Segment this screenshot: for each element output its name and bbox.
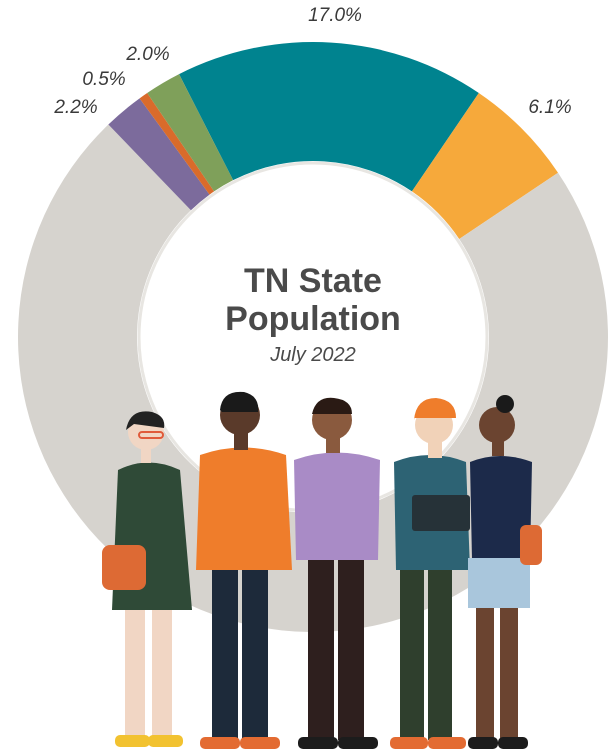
person bbox=[390, 398, 470, 749]
donut-segment bbox=[108, 98, 210, 211]
value-label: 6.1% bbox=[528, 97, 571, 118]
chart-title: TN State Population bbox=[225, 262, 401, 338]
donut-segment bbox=[179, 42, 479, 192]
chart-subtitle: July 2022 bbox=[270, 344, 356, 366]
value-label: 0.5% bbox=[82, 69, 125, 90]
person bbox=[468, 395, 542, 749]
donut-segment bbox=[411, 93, 559, 239]
person bbox=[102, 411, 192, 747]
value-label: 2.0% bbox=[125, 44, 169, 65]
person bbox=[294, 397, 380, 749]
value-label: 17.0% bbox=[308, 5, 362, 26]
person bbox=[196, 391, 292, 749]
donut-segment bbox=[147, 74, 234, 192]
value-label: 2.2% bbox=[53, 97, 97, 118]
donut-segment bbox=[139, 93, 215, 195]
